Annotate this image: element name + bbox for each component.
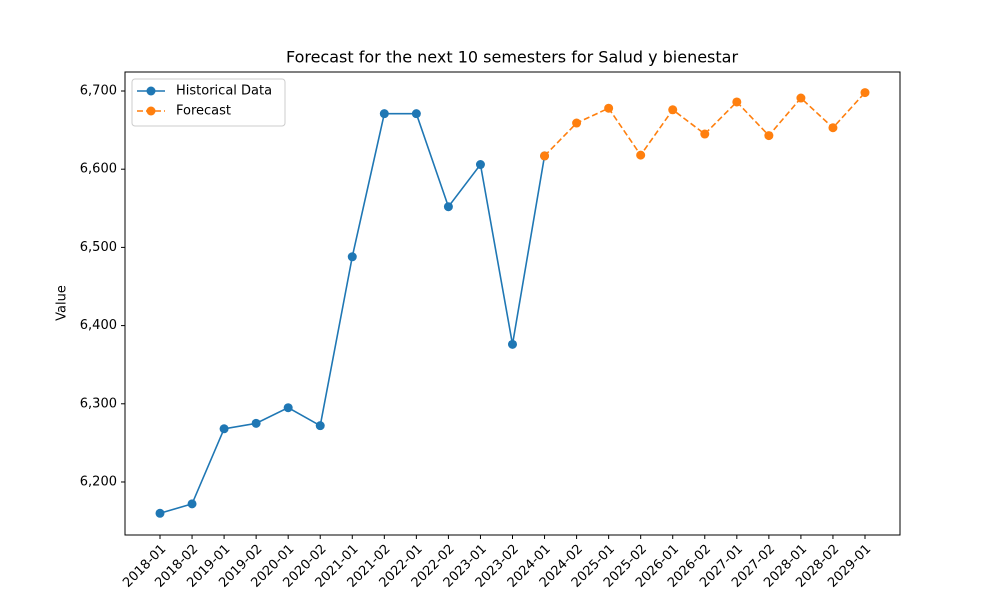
data-point [540,151,550,161]
data-point [251,418,261,428]
legend-marker [146,86,156,96]
data-point [283,403,293,413]
data-point [668,105,678,115]
y-tick-label: 6,400 [80,318,117,333]
data-point [860,88,870,98]
data-point [315,421,325,431]
legend-label: Historical Data [176,84,272,99]
data-point [700,129,710,139]
data-point [219,424,229,434]
y-tick-label: 6,600 [80,162,117,177]
data-point [572,118,582,128]
legend-box [131,78,286,127]
y-tick-label: 6,500 [80,240,117,255]
chart-title: Forecast for the next 10 semesters for S… [286,48,739,67]
y-tick-label: 6,700 [80,84,117,99]
plot-frame [124,71,901,536]
data-point [475,160,485,170]
series-line [543,92,866,157]
data-point [411,109,421,119]
data-point [379,109,389,119]
data-point [732,97,742,107]
y-tick-label: 6,200 [80,474,117,489]
legend-marker [146,106,156,116]
data-point [347,252,357,262]
data-point [796,93,806,103]
data-point [636,150,646,160]
data-point [443,202,453,212]
data-point [508,339,517,349]
legend-label: Forecast [176,104,231,119]
data-point [155,508,165,518]
y-axis-label: Value [55,285,70,321]
data-point [828,123,838,133]
y-tick-label: 6,300 [80,396,117,411]
data-point [764,131,774,141]
data-point [187,499,197,509]
data-point [604,103,614,113]
